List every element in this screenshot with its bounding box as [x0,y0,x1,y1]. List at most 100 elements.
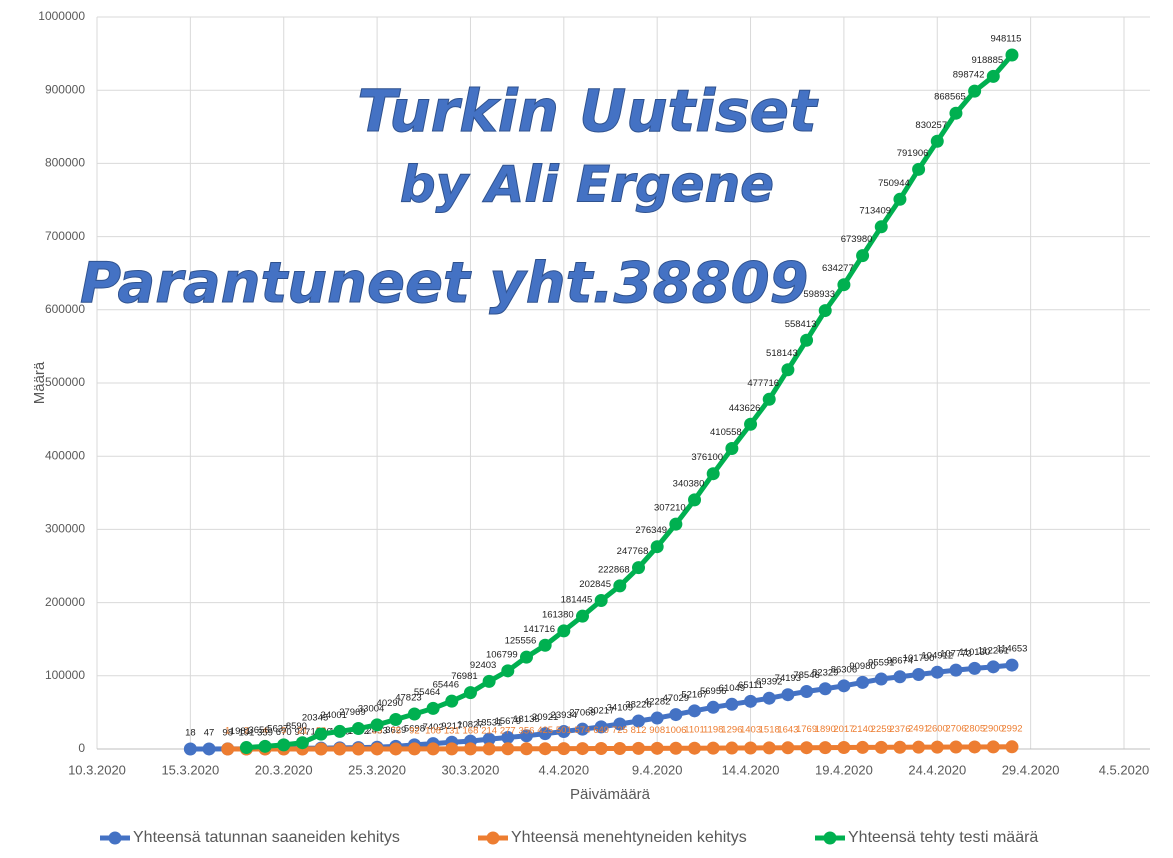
data-label: 131 [444,725,460,736]
data-point [538,742,552,756]
data-point [482,732,496,746]
x-tick-label: 25.3.2020 [348,762,406,777]
x-tick-label: 30.3.2020 [442,762,500,777]
data-label: 18135 [513,714,539,725]
y-tick-label: 700000 [45,229,85,243]
data-label: 108 [425,725,441,736]
y-tick-label: 400000 [45,448,85,462]
data-label: 918885 [971,55,1003,66]
data-label: 477716 [747,378,779,389]
data-point [725,697,739,711]
data-point [949,740,963,754]
data-label: 868565 [934,92,966,103]
data-label: 110130 [959,647,990,658]
data-point [986,660,1000,674]
data-label: 18 [185,728,196,739]
data-label: 558413 [785,319,817,330]
data-point [669,517,683,531]
data-point [706,467,720,481]
data-point [893,740,907,754]
data-label: 3656 [248,725,269,736]
data-label: 27069 [569,708,595,719]
data-label: 65446 [433,680,459,691]
data-point [314,742,328,756]
data-label: 1198 [703,725,723,736]
data-point [706,741,720,755]
data-point [856,249,870,263]
data-label: 1 [225,726,230,737]
data-label: 1296 [721,725,742,736]
x-tick-label: 4.5.2020 [1099,762,1150,777]
data-label: 74193 [775,673,801,684]
data-label: 92 [409,725,420,736]
data-label: 247768 [617,546,649,557]
data-point [800,333,814,347]
data-label: 791906 [897,148,929,159]
data-point [912,667,926,681]
data-point [482,742,496,756]
data-label: 277 [500,725,516,736]
data-point [389,713,403,727]
data-point [650,741,664,755]
data-point [277,738,291,752]
data-point [893,192,907,206]
data-label: 86306 [831,664,857,675]
data-point [837,679,851,693]
data-point [818,682,832,696]
data-label: 634277 [822,263,854,274]
data-point [856,740,870,754]
data-point [594,720,608,734]
data-point [725,741,739,755]
data-point [781,688,795,702]
x-tick-label: 15.3.2020 [161,762,219,777]
data-point [221,742,235,756]
data-point [800,685,814,699]
data-point [837,278,851,292]
data-label: 27969 [339,707,365,718]
data-label: 52167 [681,689,707,700]
data-label: 443626 [729,403,761,414]
data-point [781,741,795,755]
data-label: 9 [281,726,286,737]
x-tick-label: 20.3.2020 [255,762,313,777]
data-point [557,624,571,638]
data-point [370,718,384,732]
data-point [370,742,384,756]
data-point [613,717,627,731]
data-point [482,674,496,688]
data-label: 10827 [457,720,483,731]
data-label: 34109 [607,703,633,714]
data-label: 2259 [871,724,892,735]
data-point [575,609,589,623]
data-label: 202845 [579,579,611,590]
data-point [856,675,870,689]
data-point [744,741,758,755]
data-label: 7402 [423,722,444,733]
y-tick-label: 1000000 [38,9,85,23]
data-label: 670 [276,727,292,738]
data-point [295,736,309,750]
data-label: 1101 [684,725,704,736]
data-label: 214 [481,725,497,736]
data-point [632,561,646,575]
data-point [968,84,982,98]
data-point [351,722,365,736]
data-label: 1518 [759,724,780,735]
data-label: 9217 [441,721,462,732]
legend-marker [486,831,500,845]
data-point [632,741,646,755]
data-label: 948115 [990,33,1021,44]
data-label: 125556 [505,636,537,647]
data-label: 141716 [523,624,555,635]
data-label: 98674 [887,655,913,666]
data-point [407,742,421,756]
data-point [594,594,608,608]
data-point [445,742,459,756]
data-point [688,493,702,507]
data-label: 750944 [878,178,910,189]
data-point [818,304,832,318]
data-point [351,742,365,756]
data-label: 1006 [665,725,686,736]
data-label: 2805 [964,723,985,734]
data-label: 90980 [849,661,875,672]
